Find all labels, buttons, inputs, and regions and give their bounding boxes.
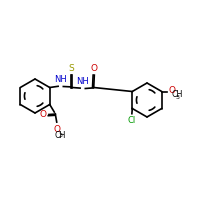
Text: CH: CH [55, 130, 66, 140]
Text: O: O [53, 124, 60, 134]
Text: O: O [90, 64, 97, 73]
Text: S: S [69, 64, 75, 73]
Text: 3: 3 [59, 133, 63, 138]
Text: NH: NH [76, 77, 89, 86]
Text: Cl: Cl [127, 116, 135, 125]
Text: NH: NH [54, 75, 67, 84]
Text: CH: CH [171, 90, 183, 99]
Text: 3: 3 [176, 95, 180, 100]
Text: O: O [168, 86, 175, 95]
Text: O: O [40, 110, 47, 119]
